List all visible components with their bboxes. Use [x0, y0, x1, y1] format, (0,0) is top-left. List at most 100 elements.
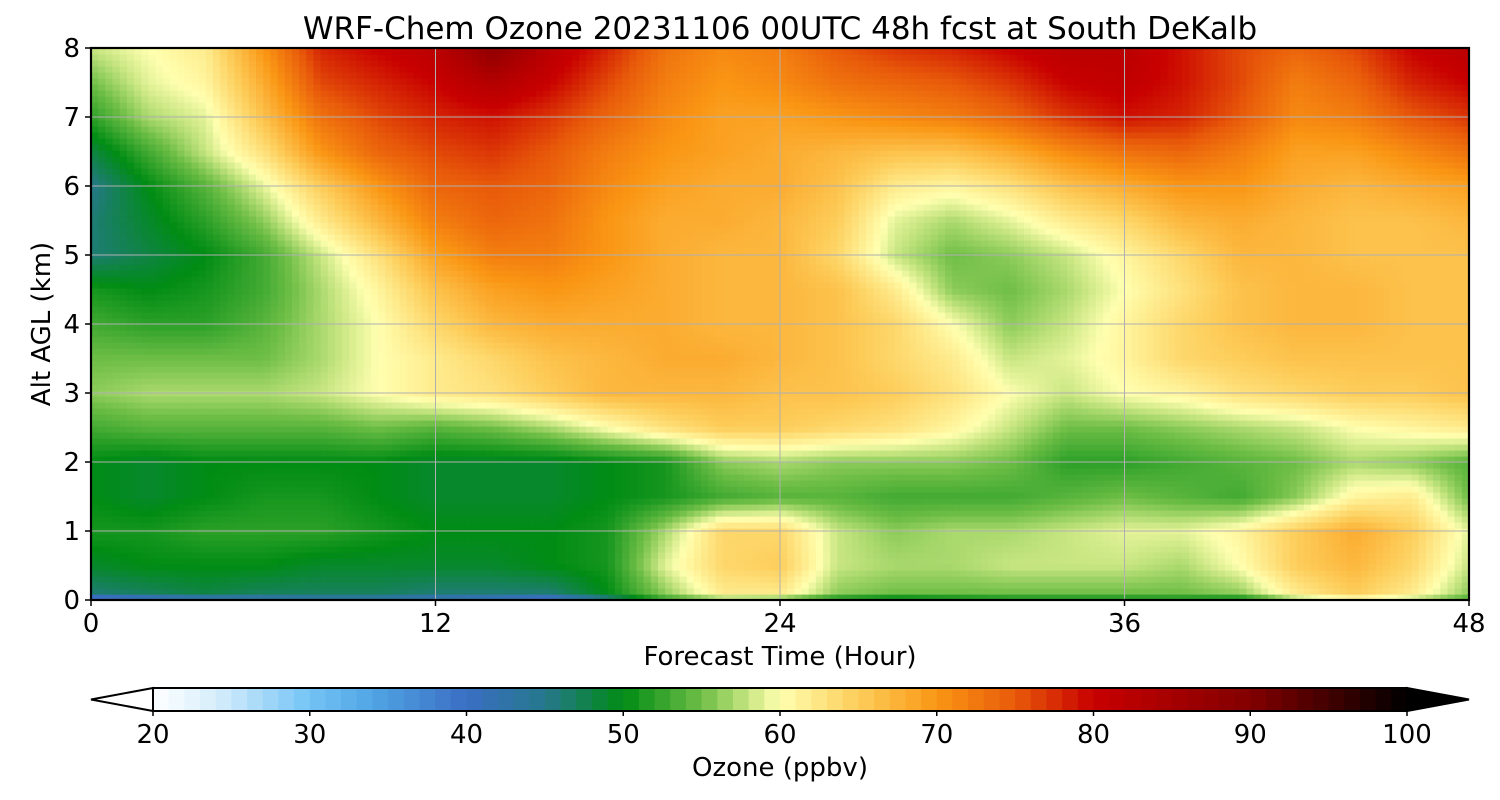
heatmap-cell [744, 462, 752, 469]
heatmap-cell [736, 564, 745, 571]
heatmap-cell [1289, 498, 1298, 505]
heatmap-cell [1045, 450, 1054, 457]
heatmap-cell [988, 588, 996, 595]
heatmap-cell [851, 486, 860, 493]
heatmap-cell [1095, 570, 1104, 577]
heatmap-cell [1411, 546, 1420, 553]
heatmap-cell [148, 594, 157, 600]
heatmap-cell [428, 450, 437, 457]
heatmap-cell [1339, 564, 1348, 571]
heatmap-cell [112, 594, 121, 600]
heatmap-cell [988, 594, 996, 600]
heatmap-cell [1447, 522, 1456, 529]
heatmap-cell [220, 534, 228, 541]
heatmap-cell [973, 444, 982, 451]
heatmap-cell [299, 492, 307, 499]
heatmap-cell [1224, 516, 1233, 523]
heatmap-cell [141, 552, 150, 559]
heatmap-cell [277, 546, 286, 553]
heatmap-cell [643, 492, 652, 499]
heatmap-cell [270, 588, 279, 595]
heatmap-cell [1124, 486, 1133, 493]
heatmap-cell [1346, 564, 1355, 571]
heatmap-cell [679, 558, 688, 565]
heatmap-cell [148, 474, 157, 481]
heatmap-cell [535, 510, 544, 517]
heatmap-cell [736, 558, 745, 565]
heatmap-cell [1174, 552, 1183, 559]
heatmap-cell [1382, 588, 1391, 595]
heatmap-cell [184, 450, 193, 457]
heatmap-cell [815, 456, 824, 463]
heatmap-cell [227, 576, 236, 583]
heatmap-cell [980, 456, 989, 463]
heatmap-cell [1146, 516, 1154, 523]
heatmap-cell [1110, 552, 1118, 559]
heatmap-cell [1088, 552, 1097, 559]
heatmap-cell [1196, 450, 1205, 457]
heatmap-cell [299, 582, 307, 589]
heatmap-cell [162, 546, 171, 553]
heatmap-cell [464, 486, 472, 493]
heatmap-cell [514, 546, 523, 553]
heatmap-cell [270, 456, 279, 463]
heatmap-cell [399, 522, 408, 529]
heatmap-cell [765, 444, 774, 451]
heatmap-cell [1045, 570, 1054, 577]
heatmap-cell [1368, 534, 1377, 541]
heatmap-cell [1067, 588, 1075, 595]
heatmap-cell [973, 456, 982, 463]
heatmap-cell [1081, 540, 1090, 547]
heatmap-cell [1002, 498, 1011, 505]
heatmap-cell [521, 540, 530, 547]
heatmap-cell [1189, 570, 1197, 577]
heatmap-cell [902, 462, 910, 469]
heatmap-cell [457, 498, 465, 505]
heatmap-cell [722, 540, 731, 547]
heatmap-cell [464, 474, 472, 481]
heatmap-cell [241, 540, 250, 547]
heatmap-cell [385, 594, 394, 600]
heatmap-cell [945, 474, 953, 481]
heatmap-cell [887, 522, 896, 529]
heatmap-cell [571, 474, 580, 481]
heatmap-cell [335, 552, 343, 559]
heatmap-cell [148, 480, 157, 487]
heatmap-cell [1203, 462, 1212, 469]
heatmap-cell [1045, 546, 1054, 553]
heatmap-cell [184, 570, 193, 577]
heatmap-cell [112, 504, 121, 511]
heatmap-cell [1433, 570, 1441, 577]
heatmap-cell [263, 450, 272, 457]
heatmap-cell [1332, 486, 1341, 493]
heatmap-cell [1332, 558, 1341, 565]
heatmap-cell [1138, 474, 1147, 481]
heatmap-cell [457, 456, 465, 463]
heatmap-cell [363, 486, 372, 493]
heatmap-cell [1282, 552, 1291, 559]
heatmap-cell [198, 498, 207, 505]
heatmap-cell [1246, 498, 1255, 505]
heatmap-cell [1045, 498, 1054, 505]
heatmap-cell [421, 504, 429, 511]
heatmap-cell [722, 588, 731, 595]
heatmap-cell [930, 504, 939, 511]
heatmap-cell [500, 534, 508, 541]
heatmap-cell [220, 492, 228, 499]
heatmap-cell [808, 456, 817, 463]
heatmap-cell [858, 492, 867, 499]
heatmap-cell [959, 510, 968, 517]
heatmap-cell [550, 558, 559, 565]
heatmap-cell [1181, 504, 1190, 511]
heatmap-cell [873, 564, 882, 571]
heatmap-cell [586, 582, 594, 589]
heatmap-cell [1390, 462, 1398, 469]
heatmap-cell [1239, 522, 1248, 529]
heatmap-cell [1461, 594, 1469, 600]
heatmap-cell [291, 582, 300, 589]
heatmap-cell [134, 492, 142, 499]
heatmap-cell [1052, 588, 1061, 595]
heatmap-cell [672, 534, 681, 541]
heatmap-cell [1375, 588, 1384, 595]
heatmap-cell [607, 474, 616, 481]
